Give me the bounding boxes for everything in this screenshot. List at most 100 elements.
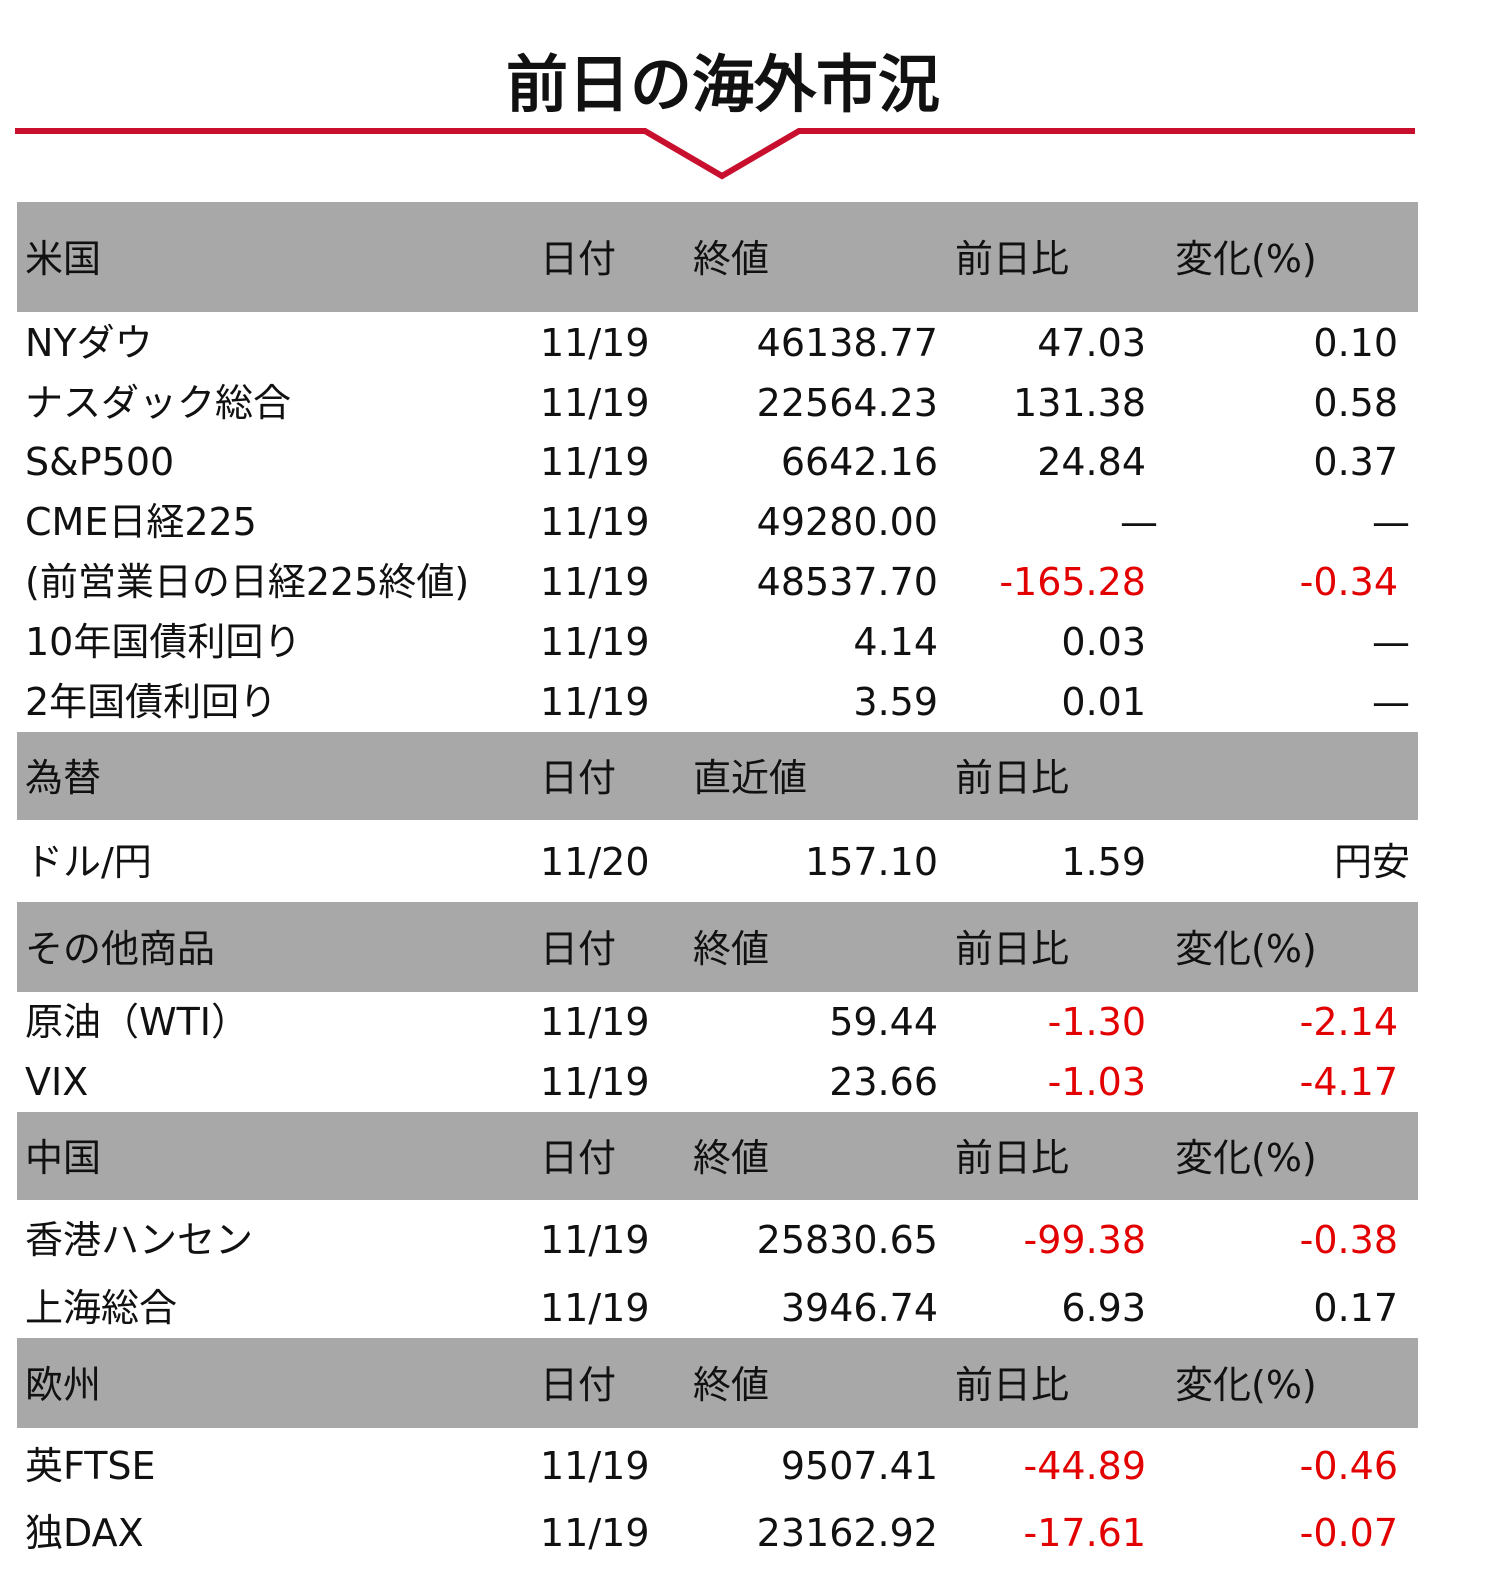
item-name: 10年国債利回り [25,620,302,664]
change: 131.38 [1013,381,1146,425]
value: 49280.00 [756,500,938,544]
item-name: 香港ハンセン [25,1218,254,1262]
value: 3.59 [853,680,938,724]
change-percent: -2.14 [1299,1000,1398,1044]
section-header-band [17,902,1418,992]
column-header: 中国 [25,1136,102,1180]
change: -1.03 [1047,1060,1146,1104]
column-header: その他商品 [25,927,216,971]
value: 3946.74 [780,1286,938,1330]
column-header: 米国 [25,237,102,281]
change-percent: -0.38 [1299,1218,1398,1262]
column-header: 前日比 [955,1363,1070,1407]
value: 6642.16 [780,440,938,484]
change: 0.01 [1061,680,1146,724]
section-header-band [17,1338,1418,1428]
value: 59.44 [829,1000,938,1044]
item-name: S&P500 [25,440,175,484]
change-percent: — [1372,680,1410,724]
change: 6.93 [1061,1286,1146,1330]
change-percent: 円安 [1333,840,1410,884]
item-name: 独DAX [25,1511,144,1555]
change-percent: -4.17 [1299,1060,1398,1104]
column-header: 変化(%) [1175,237,1317,281]
change-percent: -0.46 [1299,1444,1398,1488]
date: 11/19 [540,560,650,604]
change-percent: 0.10 [1313,321,1398,365]
change: 24.84 [1037,440,1146,484]
section-header-band [17,202,1418,312]
change: -17.61 [1023,1511,1147,1555]
change-percent: 0.58 [1313,381,1398,425]
column-header: 終値 [693,1136,770,1180]
column-header: 終値 [693,927,770,971]
date: 11/19 [540,1286,650,1330]
change-percent: -0.34 [1299,560,1398,604]
item-name: 2年国債利回り [25,680,278,724]
column-header: 変化(%) [1175,927,1317,971]
change: 1.59 [1061,840,1146,884]
section-header-band [17,1112,1418,1200]
column-header: 終値 [693,1363,770,1407]
value: 22564.23 [756,381,938,425]
change: -44.89 [1023,1444,1147,1488]
item-name: (前営業日の日経225終値) [25,560,470,604]
item-name: 原油（WTI） [25,1000,249,1044]
change-percent: — [1372,500,1410,544]
column-header: 欧州 [25,1363,102,1407]
item-name: VIX [25,1060,89,1104]
item-name: ドル/円 [25,840,152,884]
change: -1.30 [1047,1000,1146,1044]
change: -165.28 [999,560,1146,604]
value: 46138.77 [756,321,938,365]
column-header: 日付 [540,1363,617,1407]
column-header: 日付 [540,756,617,800]
change-percent: -0.07 [1299,1511,1398,1555]
date: 11/20 [540,840,650,884]
item-name: 上海総合 [25,1286,178,1330]
item-name: CME日経225 [25,500,257,544]
item-name: NYダウ [25,321,153,365]
value: 25830.65 [756,1218,938,1262]
value: 23162.92 [756,1511,938,1555]
column-header: 前日比 [955,237,1070,281]
column-header: 変化(%) [1175,1136,1317,1180]
column-header: 終値 [693,237,770,281]
page-title: 前日の海外市況 [505,48,940,121]
item-name: ナスダック総合 [25,381,292,425]
column-header: 前日比 [955,1136,1070,1180]
date: 11/19 [540,680,650,724]
date: 11/19 [540,321,650,365]
date: 11/19 [540,1511,650,1555]
column-header: 前日比 [955,927,1070,971]
column-header: 日付 [540,927,617,971]
value: 9507.41 [780,1444,938,1488]
date: 11/19 [540,1060,650,1104]
change: — [1120,500,1158,544]
date: 11/19 [540,1000,650,1044]
item-name: 英FTSE [25,1444,156,1488]
change: 0.03 [1061,620,1146,664]
section-header-band [17,732,1418,820]
date: 11/19 [540,620,650,664]
value: 48537.70 [756,560,938,604]
date: 11/19 [540,440,650,484]
value: 157.10 [805,840,938,884]
date: 11/19 [540,1218,650,1262]
date: 11/19 [540,1444,650,1488]
change-percent: 0.17 [1313,1286,1398,1330]
value: 4.14 [853,620,938,664]
column-header: 日付 [540,237,617,281]
change: -99.38 [1023,1218,1147,1262]
date: 11/19 [540,500,650,544]
value: 23.66 [829,1060,938,1104]
column-header: 前日比 [955,756,1070,800]
title-underline [15,128,1415,180]
change-percent: — [1372,620,1410,664]
change-percent: 0.37 [1313,440,1398,484]
date: 11/19 [540,381,650,425]
change: 47.03 [1037,321,1146,365]
column-header: 日付 [540,1136,617,1180]
column-header: 為替 [25,756,102,800]
